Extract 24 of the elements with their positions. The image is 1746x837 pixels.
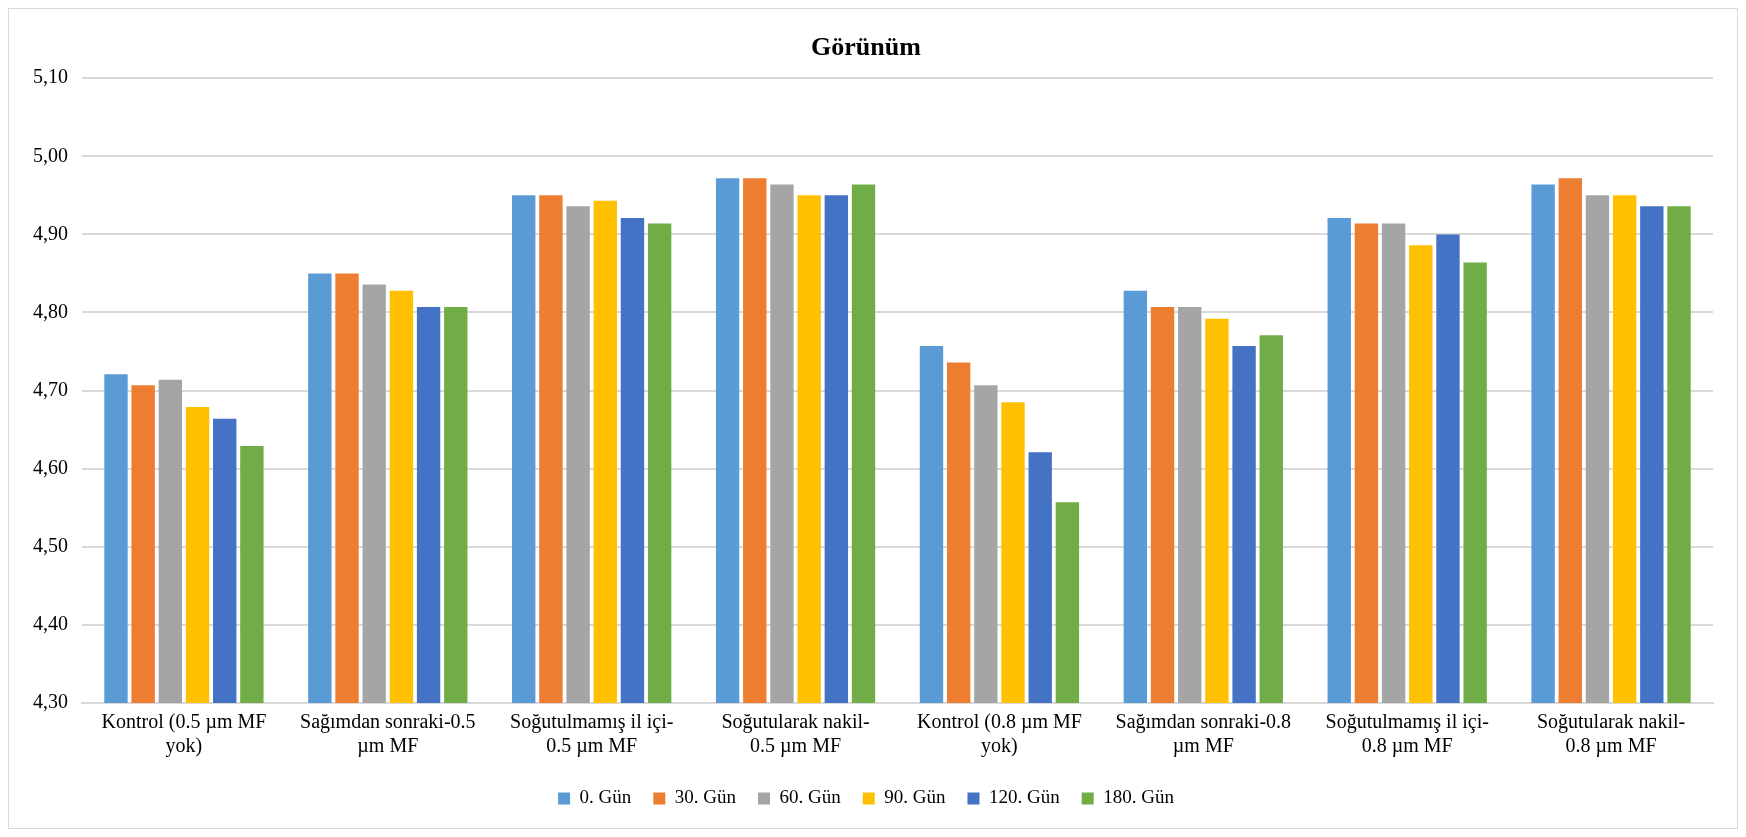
- x-tick-label: Soğutularak nakil-0.8 µm MF: [1536, 710, 1686, 758]
- x-tick-label: Soğutulmamış il içi-0.8 µm MF: [1325, 710, 1489, 758]
- y-tick-label: 4,90: [33, 221, 68, 244]
- y-tick-label: 4,50: [33, 534, 68, 557]
- y-tick-label: 4,40: [33, 612, 68, 635]
- legend-label: 0. Gün: [579, 786, 632, 808]
- legend-label: 90. Gün: [884, 786, 946, 808]
- chart-title: Görünüm: [811, 32, 922, 62]
- x-tick-label: Sağımdan sonraki-0.8 µm MF: [1115, 710, 1292, 758]
- x-tick-label: Kontrol (0.8 µm MF yok): [917, 710, 1082, 758]
- y-tick-label: 4,80: [33, 299, 68, 322]
- y-tick-label: 4,30: [33, 690, 68, 713]
- legend-label: 30. Gün: [674, 786, 737, 808]
- x-tick-label: Kontrol (0.5 µm MF yok): [101, 710, 267, 758]
- y-tick-label: 5,00: [33, 143, 68, 166]
- y-tick-label: 4,60: [33, 455, 68, 478]
- legend-label: 180. Gün: [1103, 786, 1175, 808]
- legend-label: 120. Gün: [988, 786, 1061, 808]
- y-tick-label: 4,70: [33, 377, 68, 400]
- y-tick-label: 5,10: [33, 65, 68, 88]
- legend-label: 60. Gün: [779, 786, 842, 808]
- x-tick-label: Soğutulmamış il içi-0.5 µm MF: [510, 710, 674, 758]
- x-tick-label: Sağımdan sonraki-0.5 µm MF: [300, 710, 476, 758]
- x-tick-label: Soğutularak nakil-0.5 µm MF: [721, 710, 870, 758]
